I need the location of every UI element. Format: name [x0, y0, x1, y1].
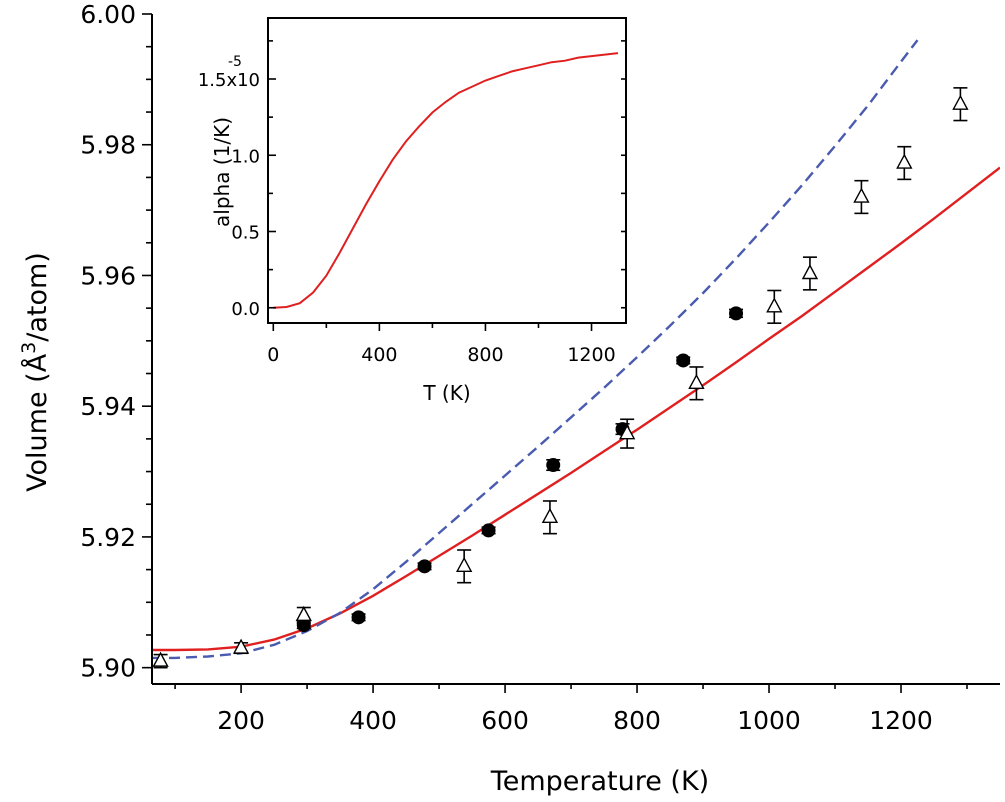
experiment-triangle-point [896, 145, 913, 181]
inset-x-tick-label: 0 [267, 344, 279, 366]
inset-curves [273, 52, 619, 309]
inset-y-tick-label: 1.5x10 [198, 70, 260, 91]
inset-frame [267, 17, 627, 324]
experiment-circle-point [546, 458, 561, 473]
main-x-tick-label: 600 [481, 706, 529, 735]
inset-x-tick-label: 1200 [567, 344, 615, 366]
main-ticks [142, 13, 968, 693]
inset-plot: 0 400 800 1200 0.0 0.5 1.0 1.5x10 -5 T (K) alph… [198, 17, 627, 405]
main-y-tick-label: 5.90 [80, 654, 136, 683]
circle-marker [351, 610, 366, 625]
triangle-marker [688, 373, 705, 390]
circle-marker [296, 618, 311, 633]
inset-y-tick-label: 1.0 [231, 146, 260, 167]
quasi-harmonic-dashed-line [152, 39, 919, 660]
triangle-marker [766, 297, 783, 313]
main-x-tick-label: 200 [217, 706, 265, 735]
experiment-triangle-point [232, 638, 250, 655]
main-y-tick-label: 5.98 [80, 131, 136, 160]
inset-tick-labels: 0 400 800 1200 0.0 0.5 1.0 1.5x10 [198, 70, 616, 366]
inset-x-axis-label: T (K) [422, 381, 470, 405]
experiment-circle-point [729, 306, 744, 321]
experiment-triangle-point [618, 418, 636, 449]
main-x-tick-label: 400 [349, 706, 397, 735]
experiment-triangle-point [455, 549, 473, 584]
main-y-axis-label-part1: Volume (Å [21, 353, 53, 492]
experiment-triangle-point [152, 651, 169, 669]
inset-ticks [268, 40, 626, 331]
calculated-volume-line [152, 166, 1000, 652]
experiment-circle-point [481, 523, 496, 538]
circle-marker [417, 559, 432, 574]
circle-marker [676, 353, 691, 368]
main-y-axis-label-superscript: 3 [18, 342, 40, 354]
main-curves [152, 39, 1000, 660]
experiment-triangle-point [688, 366, 705, 401]
experiment-triangle-point [952, 87, 969, 122]
triangle-marker [455, 556, 473, 573]
main-x-tick-label: 1200 [869, 706, 933, 735]
main-points [152, 87, 969, 669]
circle-marker [546, 458, 561, 473]
experiment-triangle-point [541, 500, 559, 535]
inset-y-tick-label: 0.0 [231, 299, 260, 320]
main-tick-labels: 200 400 600 800 1000 1200 5.90 5.92 5.94 5.96 5.98… [80, 0, 932, 735]
alpha-line [273, 52, 619, 309]
triangle-marker [853, 187, 870, 203]
experiment-triangle-point [853, 179, 870, 215]
inset-x-tick-label: 800 [467, 344, 503, 366]
experiment-triangle-point [295, 605, 312, 625]
main-plot: 200 400 600 800 1000 1200 5.90 5.92 5.94 5.96 5.98… [18, 0, 1000, 797]
triangle-marker [618, 424, 636, 440]
experiment-circle-point [351, 610, 366, 625]
main-x-tick-label: 1000 [737, 706, 801, 735]
circle-marker [481, 523, 496, 538]
triangle-marker [896, 153, 913, 169]
circle-marker [729, 306, 744, 321]
experiment-circle-point [296, 618, 311, 633]
inset-background [268, 18, 626, 323]
triangle-marker [541, 507, 559, 524]
inset-x-tick-label: 400 [361, 344, 397, 366]
main-y-tick-label: 5.96 [80, 261, 136, 290]
triangle-marker [801, 264, 819, 280]
main-y-tick-label: 6.00 [80, 0, 136, 29]
main-y-axis-label-part2: /atom) [22, 252, 53, 342]
main-y-tick-label: 5.94 [80, 392, 136, 421]
experiment-triangle-point [801, 256, 819, 291]
experiment-circle-point [417, 559, 432, 574]
main-x-tick-label: 800 [613, 706, 661, 735]
triangle-marker [295, 605, 312, 622]
triangle-marker [952, 94, 969, 110]
inset-y-axis-label: alpha (1/K) [210, 117, 234, 227]
experiment-circle-point [676, 353, 691, 368]
triangle-marker [232, 638, 250, 654]
inset-y-tick-label: 0.5 [231, 223, 260, 244]
main-y-axis-label: Volume (Å3/atom) [18, 252, 53, 492]
inset-y-exponent: -5 [228, 54, 242, 70]
experiment-triangle-point [766, 289, 783, 324]
main-x-axis-label: Temperature (K) [490, 766, 709, 797]
triangle-marker [152, 651, 169, 667]
main-y-tick-label: 5.92 [80, 523, 136, 552]
